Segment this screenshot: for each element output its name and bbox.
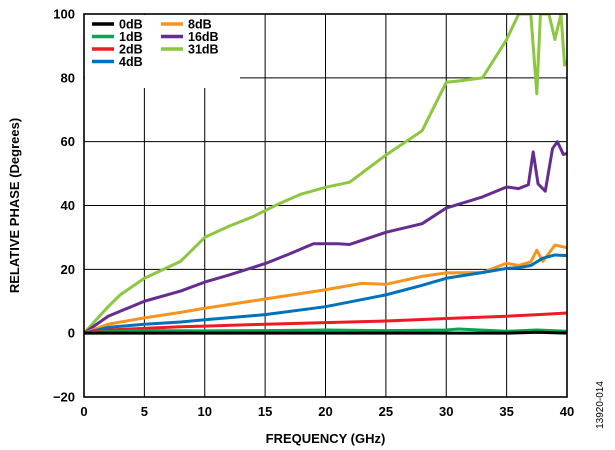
- legend-label-8dB: 8dB: [188, 18, 212, 32]
- series-layer: [84, 14, 567, 335]
- plot-frame: [83, 13, 568, 398]
- legend-label-0dB: 0dB: [119, 18, 143, 32]
- legend-label-2dB: 2dB: [119, 43, 143, 57]
- y-tick-label: 60: [61, 134, 75, 149]
- y-tick-labels: 100 80 60 40 20 0 −20: [53, 7, 75, 405]
- series-line-4dB: [84, 253, 567, 335]
- x-tick-label: 15: [258, 404, 272, 419]
- y-tick-label: −20: [53, 390, 75, 405]
- y-tick-label: 0: [68, 326, 75, 341]
- legend-background: [85, 15, 240, 88]
- y-tick-label: 100: [53, 7, 75, 22]
- y-tick-label: 40: [61, 198, 75, 213]
- legend-label-31dB: 31dB: [188, 43, 219, 57]
- x-tick-label: 35: [499, 404, 513, 419]
- y-tick-label: 20: [61, 262, 75, 277]
- legend-label-1dB: 1dB: [119, 30, 143, 44]
- x-tick-label: 10: [198, 404, 212, 419]
- series-line-0dB: [84, 330, 567, 335]
- series-line-16dB: [84, 140, 567, 335]
- x-tick-label: 5: [141, 404, 148, 419]
- x-axis-title: FREQUENCY (GHz): [266, 431, 386, 446]
- x-tick-label: 30: [439, 404, 453, 419]
- series-line-2dB: [84, 311, 567, 335]
- x-tick-label: 40: [560, 404, 574, 419]
- y-axis-title: RELATIVE PHASE (Degrees): [7, 118, 22, 293]
- series-line-31dB: [84, 14, 567, 335]
- x-tick-label: 0: [80, 404, 87, 419]
- series-line-1dB: [84, 327, 567, 335]
- y-tick-label: 80: [61, 70, 75, 85]
- legend-label-16dB: 16dB: [188, 30, 219, 44]
- figure-id: 13920-014: [595, 381, 606, 429]
- x-tick-label: 20: [318, 404, 332, 419]
- x-tick-label: 25: [379, 404, 393, 419]
- x-tick-labels: 0 5 10 15 20 25 30 35 40: [80, 404, 574, 419]
- legend-label-4dB: 4dB: [119, 55, 143, 69]
